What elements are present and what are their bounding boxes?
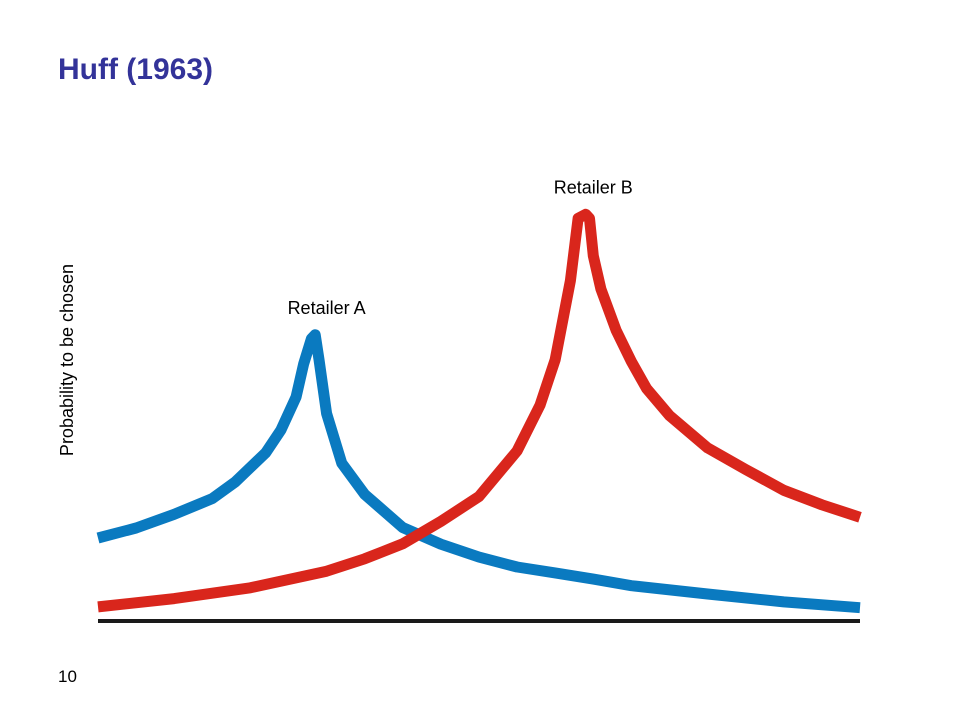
annotation-layer: Retailer A Retailer B	[288, 178, 633, 318]
y-axis-label: Probability to be chosen	[57, 264, 77, 456]
series-line-retailer-b	[97, 208, 862, 613]
annotation-retailer-b: Retailer B	[554, 178, 633, 198]
series-line-retailer-a	[96, 329, 861, 614]
slide-title: Huff (1963)	[58, 53, 214, 86]
series-layer	[96, 208, 862, 614]
annotation-retailer-a: Retailer A	[288, 298, 366, 318]
page-number: 10	[58, 667, 77, 686]
